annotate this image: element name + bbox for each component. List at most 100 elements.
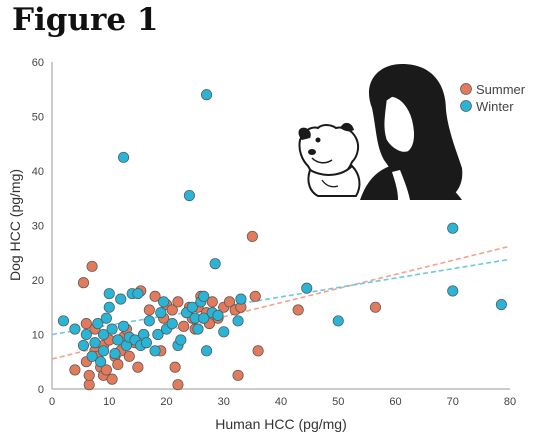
data-point-summer [86, 260, 98, 272]
data-point-winter [77, 339, 90, 351]
figure-label: Figure 1 [12, 2, 159, 38]
data-point-summer [232, 369, 244, 381]
data-point-summer [172, 296, 184, 308]
data-point-winter [232, 315, 244, 327]
data-point-winter [301, 282, 313, 294]
x-tick-label: 30 [218, 396, 230, 408]
legend-marker-winter [460, 100, 472, 112]
data-point-winter [175, 334, 187, 346]
data-point-summer [83, 379, 95, 391]
data-point-winter [112, 334, 124, 346]
data-point-summer [223, 296, 236, 308]
data-point-winter [218, 326, 230, 338]
data-point-winter [192, 323, 204, 335]
data-point-winter [186, 301, 198, 313]
data-point-winter [201, 89, 213, 101]
y-tick-label: 30 [32, 221, 44, 233]
data-point-summer [100, 364, 112, 376]
data-point-winter [92, 318, 104, 330]
data-point-winter [143, 315, 155, 327]
y-tick-label: 40 [32, 166, 44, 178]
data-point-winter [69, 323, 81, 335]
data-point-winter [209, 258, 221, 270]
data-point-winter [183, 189, 195, 202]
trendline-summer [51, 245, 511, 360]
data-point-summer [83, 369, 95, 381]
data-point-summer [149, 290, 161, 302]
data-point-summer [252, 345, 264, 357]
data-point-winter [201, 345, 213, 357]
data-point-summer [172, 379, 184, 391]
legend-marker-summer [460, 83, 472, 95]
legend-label-summer: Summer [476, 82, 526, 97]
legend: Summer Winter [460, 82, 526, 114]
trendline-winter [51, 258, 511, 336]
data-point-winter [198, 290, 210, 302]
data-point-summer [143, 304, 155, 316]
data-point-summer [69, 364, 81, 376]
y-tick-label: 0 [38, 384, 44, 396]
data-point-summer [80, 318, 92, 330]
data-point-winter [166, 318, 178, 330]
data-point-summer [123, 350, 135, 362]
data-point-winter [158, 296, 170, 308]
x-tick-label: 70 [447, 396, 459, 408]
y-axis-title: Dog HCC (pg/mg) [7, 169, 23, 281]
x-tick-label: 40 [275, 396, 287, 408]
x-tick-label: 80 [504, 396, 516, 408]
data-point-summer [246, 230, 258, 242]
data-point-summer [206, 296, 218, 308]
legend-label-winter: Winter [476, 99, 514, 114]
x-tick-label: 20 [160, 396, 172, 408]
woman-and-dog-illustration [298, 64, 463, 200]
data-point-winter [447, 285, 459, 297]
data-point-summer [249, 290, 261, 302]
x-tick-label: 0 [49, 396, 55, 408]
data-point-summer [106, 373, 118, 385]
x-tick-label: 10 [103, 396, 115, 408]
y-tick-label: 10 [32, 330, 44, 342]
data-point-winter [80, 328, 92, 341]
data-point-winter [118, 151, 130, 163]
data-points [57, 89, 507, 391]
data-point-winter [152, 328, 164, 341]
data-point-winter [103, 288, 115, 300]
y-tick-label: 50 [32, 112, 44, 124]
data-point-winter [106, 323, 118, 335]
data-point-winter [149, 345, 161, 357]
data-point-winter [97, 328, 110, 341]
data-point-winter [100, 312, 112, 324]
data-point-winter [95, 356, 107, 368]
data-point-winter [140, 337, 153, 349]
data-point-winter [212, 309, 224, 321]
data-point-winter [198, 312, 210, 324]
trendlines [51, 245, 511, 360]
data-point-winter [86, 350, 98, 362]
data-point-winter [495, 298, 507, 311]
data-point-summer [369, 301, 382, 313]
data-point-summer [112, 358, 124, 371]
data-point-summer [178, 320, 190, 332]
x-tick-label: 60 [389, 396, 401, 408]
data-point-winter [155, 307, 167, 319]
y-tick-label: 60 [32, 57, 44, 69]
data-point-winter [109, 348, 121, 360]
data-point-winter [57, 315, 69, 327]
data-point-winter [115, 293, 127, 305]
data-point-summer [132, 361, 144, 373]
data-point-winter [332, 315, 344, 327]
x-axis-title: Human HCC (pg/mg) [215, 416, 346, 432]
y-tick-labels: 0 10 20 30 40 50 60 [32, 57, 44, 396]
data-point-winter [97, 345, 110, 357]
data-point-summer [166, 304, 178, 316]
data-point-winter [235, 293, 247, 305]
data-point-summer [169, 361, 181, 373]
x-tick-label: 50 [332, 396, 344, 408]
x-tick-labels: 0 10 20 30 40 50 60 70 80 [49, 396, 516, 408]
data-point-winter [118, 320, 130, 332]
data-point-winter [89, 337, 101, 349]
data-point-winter [132, 288, 144, 300]
y-tick-label: 20 [32, 275, 44, 287]
